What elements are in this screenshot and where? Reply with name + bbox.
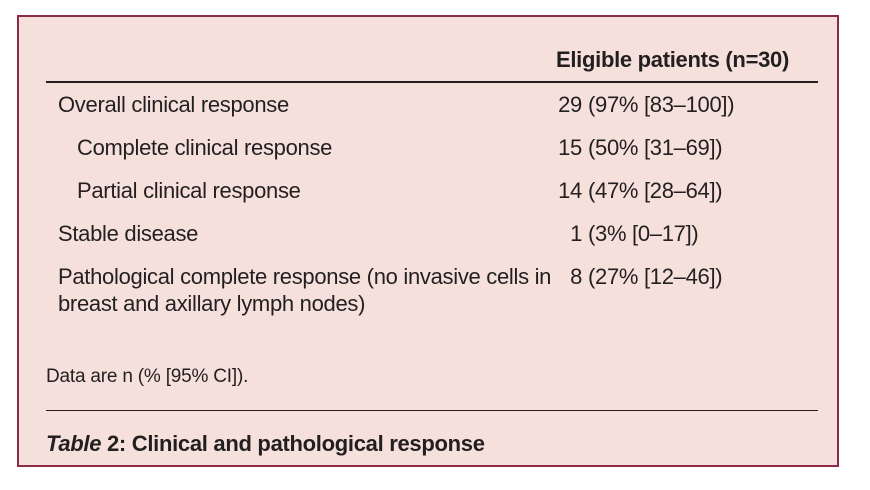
table-row: Partial clinical response 14 (47% [28–64]… [46, 169, 818, 212]
row-label: Pathological complete response (no invas… [58, 264, 552, 316]
value-count: 1 [570, 221, 582, 246]
caption-table-word: Table [46, 431, 102, 456]
row-label: Overall clinical response [58, 92, 289, 117]
table-panel: Eligible patients (n=30) Overall clinica… [17, 15, 839, 467]
value-count: 29 [558, 92, 582, 117]
value-count: 15 [558, 135, 582, 160]
table-row: Stable disease 1 (3% [0–17]) [46, 212, 818, 255]
value-ci: (27% [12–46]) [588, 264, 723, 289]
row-label: Complete clinical response [77, 135, 333, 160]
column-header: Eligible patients (n=30) [556, 47, 790, 72]
table-content: Eligible patients (n=30) Overall clinica… [19, 17, 837, 457]
row-label: Stable disease [58, 221, 199, 246]
value-ci: (50% [31–69]) [588, 135, 723, 160]
table-row: Pathological complete response (no invas… [46, 255, 818, 325]
table-row: Overall clinical response 29 (97% [83–100… [46, 83, 818, 126]
caption-number: 2: [101, 431, 132, 456]
row-value: 14 (47% [28–64]) [556, 177, 818, 204]
row-value: 15 (50% [31–69]) [556, 134, 818, 161]
table-footnote: Data are n (% [95% CI]). [46, 366, 249, 387]
value-count: 14 [558, 178, 582, 203]
value-count: 8 [570, 264, 582, 289]
row-value: 1 (3% [0–17]) [556, 220, 818, 247]
table-header-row: Eligible patients (n=30) [46, 17, 818, 83]
row-label: Partial clinical response [77, 178, 301, 203]
value-ci: (97% [83–100]) [588, 92, 735, 117]
table-row: Complete clinical response 15 (50% [31–69… [46, 126, 818, 169]
value-ci: (47% [28–64]) [588, 178, 723, 203]
row-value: 8 (27% [12–46]) [556, 263, 818, 317]
caption-divider [46, 410, 818, 411]
caption-title: Clinical and pathological response [131, 431, 485, 456]
header-spacer [46, 46, 556, 73]
row-value: 29 (97% [83–100]) [556, 91, 818, 118]
value-ci: (3% [0–17]) [588, 221, 699, 246]
table-caption: Table 2: Clinical and pathological respo… [46, 430, 818, 457]
